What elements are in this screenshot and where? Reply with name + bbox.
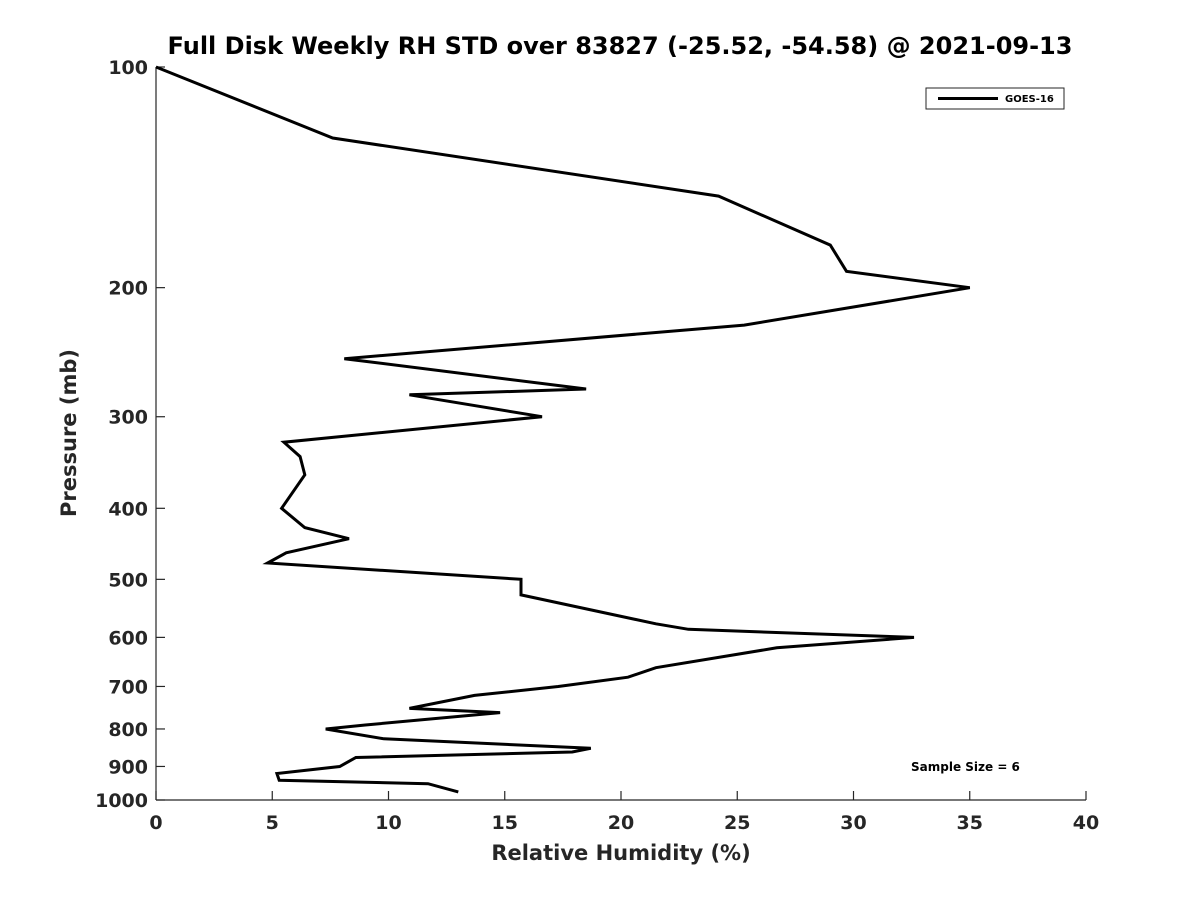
y-tick-label-500: 500 [108, 569, 148, 591]
x-tick-label-0: 0 [149, 812, 162, 834]
x-tick-label-40: 40 [1073, 812, 1099, 834]
y-tick-label-100: 100 [108, 57, 148, 79]
x-tick-label-30: 30 [840, 812, 866, 834]
legend-label-goes-16: GOES-16 [1005, 94, 1054, 105]
x-tick-label-5: 5 [266, 812, 279, 834]
sample-size-annotation: Sample Size = 6 [911, 760, 1020, 774]
y-tick-label-300: 300 [108, 407, 148, 429]
y-axis-label: Pressure (mb) [57, 349, 81, 517]
x-tick-label-35: 35 [957, 812, 983, 834]
x-tick-label-10: 10 [375, 812, 401, 834]
y-tick-label-400: 400 [108, 498, 148, 520]
x-tick-label-25: 25 [724, 812, 750, 834]
y-tick-label-600: 600 [108, 627, 148, 649]
x-axis-label: Relative Humidity (%) [491, 841, 750, 865]
x-ticks: 0 5 10 15 20 25 30 35 40 [149, 791, 1099, 834]
chart-title: Full Disk Weekly RH STD over 83827 (-25.… [168, 32, 1073, 60]
y-tick-label-900: 900 [108, 756, 148, 778]
series-group [155, 65, 971, 794]
y-tick-label-1000: 1000 [95, 790, 148, 812]
x-tick-label-20: 20 [608, 812, 634, 834]
y-tick-label-200: 200 [108, 278, 148, 300]
x-tick-label-15: 15 [492, 812, 518, 834]
y-tick-label-700: 700 [108, 676, 148, 698]
y-tick-label-800: 800 [108, 719, 148, 741]
series-line-goes-16 [155, 65, 971, 794]
legend: GOES-16 [925, 87, 1065, 110]
y-ticks: 100 200 300 400 500 600 700 800 900 1000 [95, 57, 165, 812]
